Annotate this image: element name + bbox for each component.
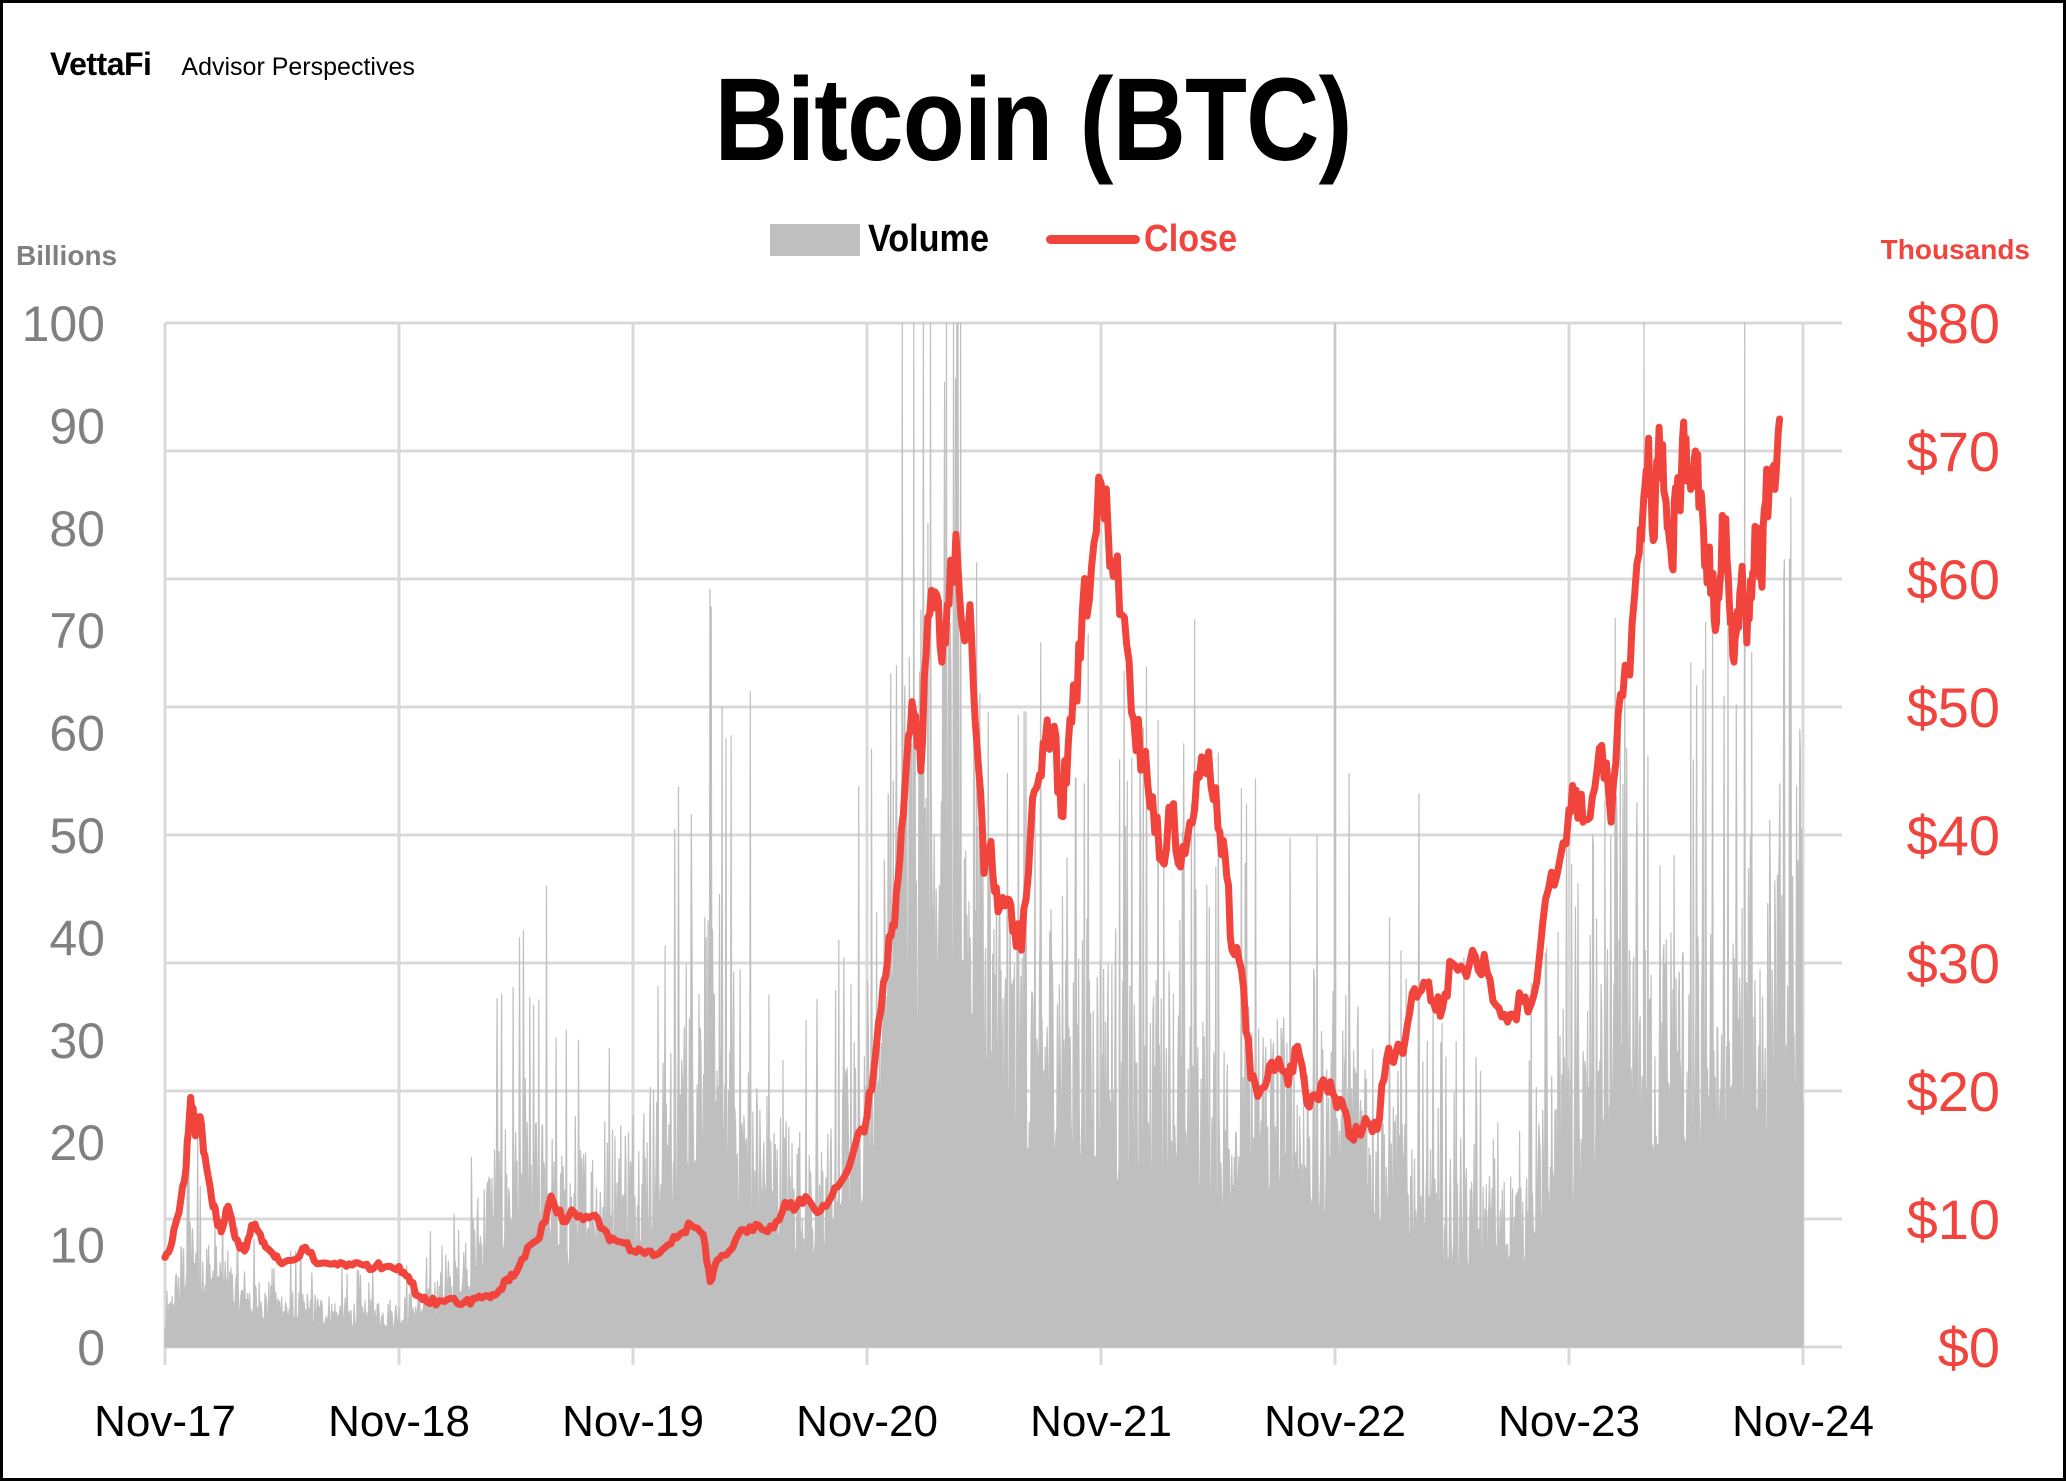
x-tick-label: Nov-22 bbox=[1264, 1397, 1406, 1446]
left-axis-title: Billions bbox=[16, 240, 118, 271]
right-tick-label: $10 bbox=[1907, 1188, 2000, 1251]
right-tick-label: $50 bbox=[1907, 676, 2000, 739]
right-axis-title: Thousands bbox=[1880, 234, 2030, 265]
legend-close-label: Close bbox=[1144, 218, 1238, 260]
volume-area-path bbox=[164, 322, 1804, 1348]
left-tick-label: 40 bbox=[49, 910, 105, 966]
logo: VettaFi Advisor Perspectives bbox=[50, 46, 415, 83]
right-tick-label: $30 bbox=[1907, 932, 2000, 995]
left-tick-label: 90 bbox=[49, 398, 105, 454]
close-line bbox=[161, 415, 1784, 1309]
left-tick-label: 100 bbox=[22, 296, 105, 352]
logo-subtitle: Advisor Perspectives bbox=[181, 53, 415, 81]
right-axis-ticks: $0 $10 $20 $30 $40 $50 $60 $70 $80 bbox=[1907, 292, 2000, 1379]
x-tick-label: Nov-24 bbox=[1732, 1397, 1874, 1446]
x-tick-label: Nov-18 bbox=[328, 1397, 470, 1446]
right-tick-label: $0 bbox=[1938, 1316, 2000, 1379]
left-tick-label: 70 bbox=[49, 603, 105, 659]
left-tick-label: 30 bbox=[49, 1013, 105, 1069]
right-tick-label: $70 bbox=[1907, 420, 2000, 483]
volume-area bbox=[164, 322, 1804, 1348]
right-tick-label: $40 bbox=[1907, 804, 2000, 867]
right-tick-label: $60 bbox=[1907, 548, 2000, 611]
chart-title: Bitcoin (BTC) bbox=[714, 54, 1352, 186]
left-tick-label: 20 bbox=[49, 1115, 105, 1171]
legend-volume-label: Volume bbox=[868, 218, 989, 260]
x-tick-label: Nov-17 bbox=[94, 1397, 236, 1446]
x-axis-ticks: Nov-17 Nov-18 Nov-19 Nov-20 Nov-21 Nov-22 Nov-… bbox=[94, 1397, 1874, 1446]
legend: Volume Close bbox=[770, 218, 1248, 261]
x-tick-label: Nov-20 bbox=[796, 1397, 938, 1446]
logo-brand: VettaFi bbox=[50, 46, 152, 82]
left-tick-label: 80 bbox=[49, 501, 105, 557]
left-tick-label: 10 bbox=[49, 1218, 105, 1274]
left-axis-ticks: 0 10 20 30 40 50 60 70 80 90 100 bbox=[22, 296, 105, 1376]
left-tick-label: 60 bbox=[49, 706, 105, 762]
volume-swatch-icon bbox=[770, 223, 860, 256]
x-tick-label: Nov-19 bbox=[562, 1397, 704, 1446]
left-tick-label: 0 bbox=[77, 1320, 105, 1376]
x-tick-label: Nov-23 bbox=[1498, 1397, 1640, 1446]
close-line-path bbox=[161, 415, 1784, 1309]
left-tick-label: 50 bbox=[49, 808, 105, 864]
close-line-icon bbox=[1046, 235, 1141, 244]
right-tick-label: $20 bbox=[1907, 1060, 2000, 1123]
x-tick-label: Nov-21 bbox=[1030, 1397, 1172, 1446]
right-tick-label: $80 bbox=[1907, 292, 2000, 355]
